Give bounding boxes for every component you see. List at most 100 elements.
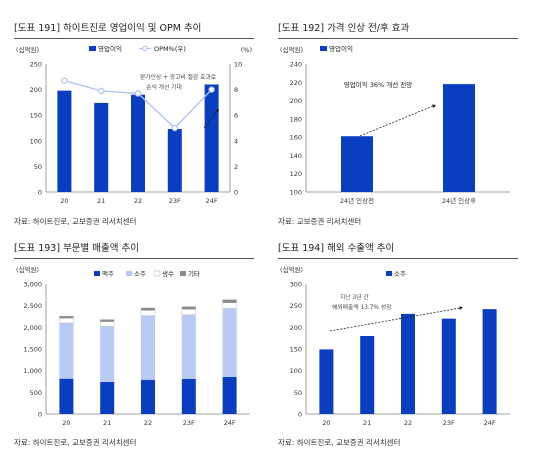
point-opm xyxy=(61,77,68,84)
y-tick-label: 180 xyxy=(290,115,302,123)
y2-tick-label: 6 xyxy=(234,112,238,120)
x-tick-label: 21 xyxy=(363,419,371,427)
legend-label: 맥주 xyxy=(102,269,114,278)
bar-segment xyxy=(222,376,237,414)
annotation-arrow xyxy=(359,105,434,137)
y-tick-label: 140 xyxy=(290,152,302,160)
panel-source: 자료: 하이트진로, 교보증권 리서치센터 xyxy=(278,438,401,447)
y2-tick-label: 10 xyxy=(234,61,242,69)
bar-segment xyxy=(181,309,197,315)
legend-label-soju: 소주 xyxy=(394,270,406,278)
x-tick-label: 20 xyxy=(62,419,70,427)
bar-segment xyxy=(100,326,115,382)
point-opm xyxy=(171,124,178,132)
legend-label: 기타 xyxy=(188,269,200,278)
x-tick-label: 24년 인상전 xyxy=(340,196,374,205)
panel-title: [도표 191] 하이트진로 영업이익 및 OPM 추이 xyxy=(14,20,254,39)
legend-swatch xyxy=(94,271,100,276)
x-tick-label: 23F xyxy=(443,419,455,427)
x-tick-label: 23F xyxy=(169,197,181,205)
y-tick-label: 1,000 xyxy=(23,367,42,375)
panel-price-effect: [도표 192] 가격 인상 전/후 효과 (십억원) 영업이익 100 120 140… xyxy=(278,20,518,226)
x-tick-label: 24F xyxy=(206,197,218,205)
bar-soju xyxy=(360,336,375,414)
y2-tick-label: 4 xyxy=(234,137,238,145)
legend-swatch-operating-profit xyxy=(320,46,327,51)
bar-segment xyxy=(181,378,196,414)
x-tick-label: 22 xyxy=(144,419,152,427)
bar-segment xyxy=(222,302,237,309)
annotation-line-2: 순익 개선 기대 xyxy=(146,83,182,91)
arrow-head xyxy=(459,306,463,310)
y-tick-label: 150 xyxy=(30,112,42,120)
y-tick-label: 50 xyxy=(294,389,302,397)
y-tick-label: 120 xyxy=(290,170,302,178)
x-tick-label: 22 xyxy=(134,197,142,205)
bar-segment xyxy=(141,307,155,311)
arrow-head xyxy=(215,109,219,113)
x-tick-label: 24F xyxy=(224,419,236,427)
y-tick-label: 100 xyxy=(290,189,302,197)
x-tick-label: 21 xyxy=(103,419,111,427)
y2-tick-label: 8 xyxy=(234,86,238,94)
annotation-line-2: 해외매출액 13.7% 성장 xyxy=(332,303,392,311)
panel-title: [도표 192] 가격 인상 전/후 효과 xyxy=(278,20,518,39)
y-tick-label: 200 xyxy=(30,86,42,94)
annotation-arrow xyxy=(203,110,218,129)
annotation-text: 영업이익 36% 개선 전망 xyxy=(344,80,413,89)
x-tick-label: 20 xyxy=(322,419,330,427)
bar-soju xyxy=(319,349,334,414)
y-tick-label: 160 xyxy=(290,134,302,142)
x-tick-label: 24F xyxy=(484,419,496,427)
point-opm xyxy=(208,86,215,93)
y-tick-label: 220 xyxy=(290,79,302,87)
legend-label-opm: OPM%(우) xyxy=(154,45,186,53)
y-tick-label: 50 xyxy=(34,163,42,171)
bar-segment xyxy=(59,378,74,414)
y-tick-label: 250 xyxy=(290,302,302,310)
y-tick-label: 150 xyxy=(290,346,302,354)
y-tick-label: 0 xyxy=(38,189,42,197)
annotation-line-1: 판가인상 + 광고비 절감 효과로 xyxy=(140,73,217,81)
bar-operating-profit xyxy=(94,102,109,192)
y-tick-label: 240 xyxy=(290,61,302,69)
annotation-arrow xyxy=(329,307,461,332)
bar-segment xyxy=(181,314,196,379)
bar-operating-profit xyxy=(204,84,219,192)
y-tick-label: 3,000 xyxy=(23,281,42,289)
x-tick-label: 22 xyxy=(404,419,412,427)
bar-segment xyxy=(59,318,74,324)
legend-swatch-soju xyxy=(386,271,392,276)
chart-operating-profit-opm: (십억원) (%) 영업이익 OPM%(우) 0 50 100 150 200 250 0 2 4 6 8 1… xyxy=(16,44,252,205)
bar-operating-profit xyxy=(443,84,475,192)
legend-label: 생수 xyxy=(162,269,174,278)
bar-operating-profit xyxy=(167,129,182,192)
bar-operating-profit xyxy=(131,94,145,192)
y-tick-label: 2,000 xyxy=(23,324,42,332)
bar-segment xyxy=(59,323,74,379)
bar-segment xyxy=(222,308,237,377)
bar-segment xyxy=(141,379,155,414)
y-tick-label: 100 xyxy=(290,367,302,375)
legend-swatch xyxy=(180,271,186,276)
panel-source: 자료: 하이트진로, 교보증권 리서치센터 xyxy=(14,438,137,447)
y-tick-label: 0 xyxy=(298,411,302,419)
annotation-line-1: 지난 3년 간 xyxy=(340,293,369,301)
legend-swatch xyxy=(126,271,132,276)
bar-segment xyxy=(100,381,115,414)
bar-segment xyxy=(141,315,155,380)
y-axis-unit: (십억원) xyxy=(280,45,303,54)
y-tick-label: 500 xyxy=(30,389,42,397)
bar-segment xyxy=(140,310,156,316)
legend-marker-opm xyxy=(142,45,148,52)
point-opm xyxy=(134,90,142,97)
x-tick-label: 23F xyxy=(183,419,195,427)
y-axis-unit: (십억원) xyxy=(16,45,39,54)
x-tick-label: 21 xyxy=(97,197,105,205)
y-axis-unit: (십억원) xyxy=(16,265,39,274)
bar-soju xyxy=(401,313,415,414)
y-tick-label: 100 xyxy=(30,137,42,145)
panel-source: 자료: 교보증권 리서치센터 xyxy=(278,217,362,226)
arrow-head xyxy=(432,104,436,109)
legend-swatch-operating-profit xyxy=(89,46,96,51)
